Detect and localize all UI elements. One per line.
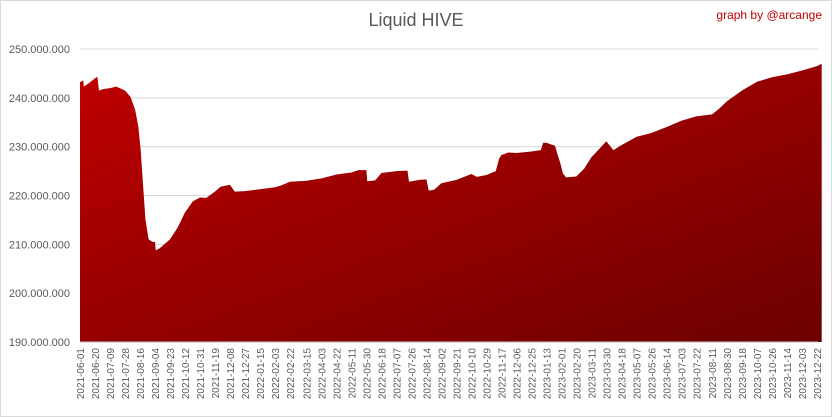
x-tick-label: 2023-05-07 [632, 348, 643, 400]
y-tick-label: 220.000.000 [9, 191, 70, 203]
x-tick-label: 2023-02-20 [572, 348, 583, 400]
x-tick-label: 2022-04-03 [317, 348, 328, 400]
x-tick-label: 2022-05-11 [347, 348, 358, 399]
x-tick-label: 2023-07-03 [677, 348, 688, 400]
y-tick-label: 190.000.000 [9, 337, 70, 349]
y-tick-label: 200.000.000 [9, 288, 70, 300]
x-tick-label: 2023-06-14 [662, 348, 673, 400]
x-tick-label: 2022-09-21 [452, 348, 463, 400]
x-tick-label: 2021-09-23 [166, 348, 177, 400]
x-tick-label: 2023-04-18 [617, 348, 628, 400]
x-tick-label: 2022-11-17 [497, 348, 508, 399]
x-tick-label: 2022-10-10 [467, 348, 478, 400]
x-tick-label: 2021-07-28 [121, 348, 132, 400]
x-tick-label: 2023-07-22 [692, 348, 703, 400]
x-tick-label: 2023-02-01 [557, 348, 568, 400]
x-tick-label: 2022-03-15 [302, 348, 313, 400]
x-tick-label: 2023-08-30 [723, 348, 734, 400]
x-tick-label: 2023-10-26 [768, 348, 779, 400]
y-tick-label: 240.000.000 [9, 93, 70, 105]
x-tick-label: 2021-08-16 [136, 348, 147, 400]
x-tick-label: 2021-12-27 [241, 348, 252, 400]
x-tick-label: 2022-02-03 [271, 348, 282, 400]
x-tick-label: 2021-10-12 [181, 348, 192, 400]
y-tick-label: 230.000.000 [9, 142, 70, 154]
chart-credit: graph by @arcange [716, 8, 822, 22]
x-tick-label: 2022-01-15 [256, 348, 267, 400]
x-tick-label: 2022-07-26 [407, 348, 418, 400]
x-tick-label: 2021-06-01 [76, 348, 87, 400]
series-area [80, 63, 822, 342]
x-tick-label: 2023-03-11 [587, 348, 598, 399]
x-tick-label: 2022-12-06 [512, 348, 523, 400]
chart-title: Liquid HIVE [368, 10, 464, 30]
x-tick-label: 2023-08-11 [708, 348, 719, 399]
x-tick-label: 2022-09-02 [437, 348, 448, 400]
y-axis-ticks: 190.000.000 200.000.000 210.000.000 220.000… [9, 44, 70, 349]
x-tick-label: 2021-12-08 [226, 348, 237, 400]
x-tick-label: 2022-10-29 [482, 348, 493, 400]
x-tick-label: 2023-01-13 [542, 348, 553, 400]
x-tick-label: 2021-06-20 [91, 348, 102, 400]
x-tick-label: 2022-12-25 [527, 348, 538, 400]
x-tick-label: 2022-04-22 [332, 348, 343, 400]
x-tick-label: 2022-05-30 [362, 348, 373, 400]
y-tick-label: 250.000.000 [9, 44, 70, 56]
x-tick-label: 2023-10-07 [753, 348, 764, 400]
x-tick-label: 2023-09-18 [738, 348, 749, 400]
x-tick-label: 2022-02-22 [286, 348, 297, 400]
x-tick-label: 2023-03-30 [602, 348, 613, 400]
x-tick-label: 2022-08-14 [422, 348, 433, 400]
x-tick-label: 2021-09-04 [151, 348, 162, 400]
x-tick-label: 2023-11-14 [783, 348, 794, 399]
x-tick-label: 2022-07-07 [392, 348, 403, 400]
x-axis-ticks: 2021-06-01 2021-06-20 2021-07-09 2021-07-28… [76, 348, 824, 400]
x-tick-label: 2021-10-31 [196, 348, 207, 400]
x-tick-label: 2023-05-26 [647, 348, 658, 400]
x-tick-label: 2023-12-03 [798, 348, 809, 400]
y-tick-label: 210.000.000 [9, 239, 70, 251]
x-tick-label: 2021-11-19 [211, 348, 222, 399]
x-tick-label: 2021-07-09 [106, 348, 117, 400]
x-tick-label: 2023-12-22 [813, 348, 824, 400]
x-tick-label: 2022-06-18 [377, 348, 388, 400]
